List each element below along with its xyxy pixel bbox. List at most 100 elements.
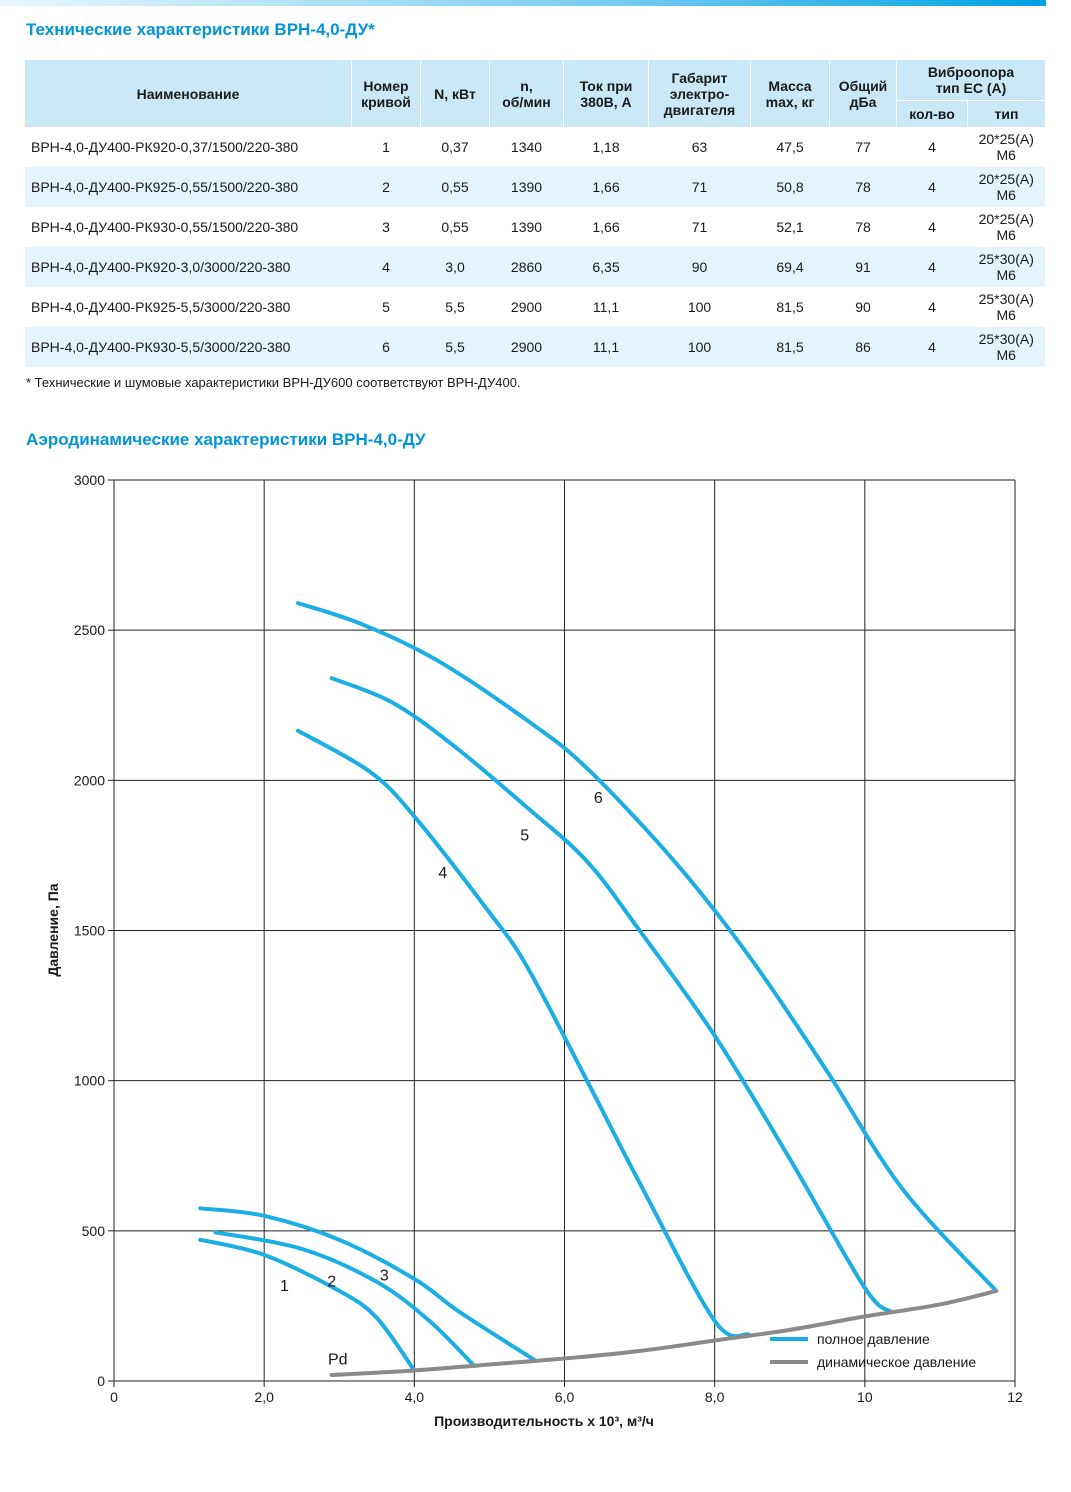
y-axis-label: Давление, Па bbox=[45, 883, 61, 976]
table-cell: 69,4 bbox=[750, 247, 830, 287]
y-tick-label: 1500 bbox=[74, 923, 105, 939]
table-cell: 4 bbox=[928, 299, 936, 315]
curve-3 bbox=[198, 1206, 537, 1362]
table-cell: 2900 bbox=[510, 299, 543, 315]
table-cell: 63 bbox=[691, 139, 708, 155]
table-cell: 78 bbox=[829, 167, 897, 207]
table-cell: ВРН-4,0-ДУ400-РК925-5,5/3000/220-380 bbox=[31, 299, 291, 315]
table-cell: 1,66 bbox=[563, 167, 649, 207]
table-cell: 91 bbox=[829, 247, 897, 287]
table-cell: 50,8 bbox=[750, 167, 830, 207]
table-cell: 3,0 bbox=[420, 247, 490, 287]
y-tick-label: 500 bbox=[82, 1223, 106, 1239]
table-cell: 4 bbox=[351, 247, 421, 287]
table-cell: 4 bbox=[896, 167, 968, 207]
table-cell: 100 bbox=[687, 299, 712, 315]
table-row: ВРН-4,0-ДУ400-РК925-0,55/1500/220-380 2 0,… bbox=[25, 167, 1045, 207]
x-tick-label: 10 bbox=[857, 1389, 873, 1405]
table-cell: 2 bbox=[351, 167, 421, 207]
table-row: ВРН-4,0-ДУ400-РК920-3,0/3000/220-380 4 3,0… bbox=[25, 247, 1045, 287]
chart-heading: Аэродинамические характеристики ВРН-4,0-… bbox=[26, 430, 426, 449]
table-cell: 25*30(А) М6 bbox=[967, 247, 1045, 287]
table-row: ВРН-4,0-ДУ400-РК920-0,37/1500/220-380 1 0,… bbox=[25, 127, 1045, 167]
table-heading: Технические характеристики ВРН-4,0-ДУ* bbox=[26, 20, 375, 39]
col-curve: Номер кривой bbox=[351, 60, 421, 127]
col-power: N, кВт bbox=[420, 60, 490, 127]
table-cell: 0,55 bbox=[441, 219, 469, 235]
y-tick-label: 1000 bbox=[74, 1073, 105, 1089]
curve-2 bbox=[213, 1230, 477, 1368]
legend-full-label: полное давление bbox=[817, 1331, 930, 1347]
table-cell: 1390 bbox=[489, 167, 564, 207]
table-cell: 81,5 bbox=[776, 299, 804, 315]
curve-6 bbox=[296, 601, 999, 1293]
curve-1 bbox=[198, 1237, 417, 1373]
y-tick-label: 3000 bbox=[74, 472, 105, 488]
table-cell: 100 bbox=[648, 327, 751, 367]
table-cell: 2860 bbox=[489, 247, 564, 287]
table-row: ВРН-4,0-ДУ400-РК930-5,5/3000/220-380 6 5,5… bbox=[25, 327, 1045, 367]
table-cell: 1,18 bbox=[592, 139, 620, 155]
x-tick-label: 6,0 bbox=[555, 1389, 575, 1405]
curve-dynamic-pressure bbox=[329, 1288, 999, 1377]
x-tick-label: 4,0 bbox=[405, 1389, 425, 1405]
table-cell: 3 bbox=[382, 219, 390, 235]
x-tick-label: 8,0 bbox=[705, 1389, 725, 1405]
table-cell: ВРН-4,0-ДУ400-РК930-5,5/3000/220-380 bbox=[25, 327, 352, 367]
table-cell: 20*25(А) М6 bbox=[967, 167, 1045, 207]
table-cell: 11,1 bbox=[563, 327, 649, 367]
chart-ticks: 0 2,0 4,0 6,0 8,0 10 1205001000150020002500300… bbox=[74, 472, 1023, 1405]
col-name: Наименование bbox=[25, 60, 352, 127]
table-cell: 47,5 bbox=[776, 139, 804, 155]
curve-label: 2 bbox=[327, 1273, 336, 1290]
footnote: * Технические и шумовые характеристики В… bbox=[26, 375, 521, 390]
curve-label: 1 bbox=[280, 1278, 289, 1295]
table-cell: 81,5 bbox=[750, 327, 830, 367]
y-tick-label: 0 bbox=[97, 1373, 105, 1389]
table-cell: 0,37 bbox=[441, 139, 469, 155]
col-noise: Общий дБа bbox=[829, 60, 897, 127]
table-cell: 2900 bbox=[489, 327, 564, 367]
col-vibro-qty: кол-во bbox=[896, 100, 968, 127]
table-cell: 20*25(А) М6 bbox=[978, 131, 1034, 163]
table-cell: 71 bbox=[691, 219, 708, 235]
table-row: ВРН-4,0-ДУ400-РК930-0,55/1500/220-380 3 0,… bbox=[25, 207, 1045, 247]
y-tick-label: 2000 bbox=[74, 772, 105, 788]
col-vibro-type: тип bbox=[967, 100, 1045, 127]
top-accent-bar bbox=[0, 0, 1046, 6]
curve-5 bbox=[329, 676, 894, 1314]
x-tick-label: 0 bbox=[110, 1389, 118, 1405]
curve-label: 4 bbox=[438, 865, 447, 882]
chart-grid bbox=[113, 479, 1016, 1382]
curve-label: 6 bbox=[594, 790, 603, 807]
col-rpm: n, об/мин bbox=[489, 60, 564, 127]
curve-label: 3 bbox=[380, 1267, 389, 1284]
table-cell: ВРН-4,0-ДУ400-РК920-3,0/3000/220-380 bbox=[25, 247, 352, 287]
table-cell: 71 bbox=[648, 167, 751, 207]
y-tick-label: 2500 bbox=[74, 622, 105, 638]
table-cell: 78 bbox=[855, 219, 871, 235]
chart-legend: полное давление динамическое давление bbox=[770, 1331, 976, 1370]
chart-curves bbox=[198, 601, 999, 1377]
table-cell: 11,1 bbox=[592, 299, 620, 315]
table-cell: 0,55 bbox=[420, 167, 490, 207]
table-cell: 5 bbox=[382, 299, 390, 315]
curve-label: Pd bbox=[328, 1351, 348, 1368]
table-cell: 86 bbox=[829, 327, 897, 367]
table-cell: 1 bbox=[382, 139, 390, 155]
spec-table: Наименование Номер кривой N, кВт n, об/мин… bbox=[25, 60, 1045, 367]
curve-label: 5 bbox=[520, 827, 529, 844]
table-cell: ВРН-4,0-ДУ400-РК930-0,55/1500/220-380 bbox=[31, 219, 299, 235]
table-cell: 1,66 bbox=[592, 219, 620, 235]
table-cell: 6 bbox=[351, 327, 421, 367]
x-axis-label: Производительность х 10³, м³/ч bbox=[434, 1413, 654, 1429]
table-cell: 1390 bbox=[510, 219, 543, 235]
col-mass: Масса max, кг bbox=[750, 60, 830, 127]
col-motor: Габарит электро-двигателя bbox=[648, 60, 751, 127]
table-cell: 90 bbox=[648, 247, 751, 287]
curve-4 bbox=[296, 728, 751, 1339]
table-cell: 4 bbox=[896, 247, 968, 287]
table-row: ВРН-4,0-ДУ400-РК925-5,5/3000/220-380 5 5,5… bbox=[25, 287, 1045, 327]
table-cell: ВРН-4,0-ДУ400-РК925-0,55/1500/220-380 bbox=[25, 167, 352, 207]
